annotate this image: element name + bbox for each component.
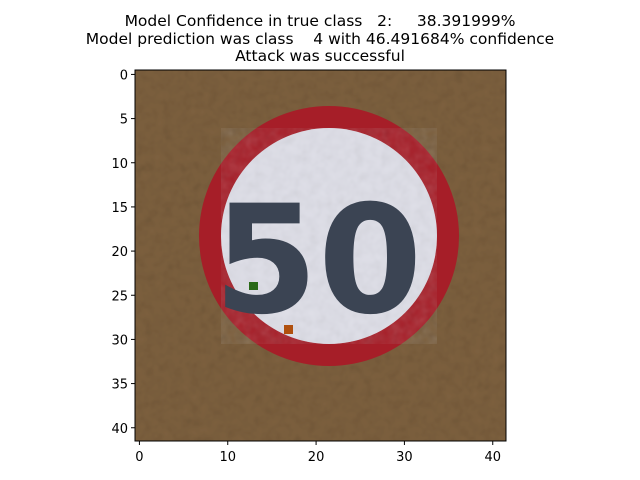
y-tick-label: 5 [120, 113, 128, 128]
y-tick-label: 10 [111, 157, 128, 172]
axes-frame [134, 69, 507, 442]
y-tick-label: 25 [111, 289, 128, 304]
image-area: 50 [135, 70, 506, 441]
sign-interior-texture [221, 128, 437, 344]
y-tick-label: 15 [111, 201, 128, 216]
y-tick-label: 30 [111, 333, 128, 348]
y-tick-label: 20 [111, 245, 128, 260]
x-tick-label: 20 [308, 450, 325, 465]
sign-digits: 50 [214, 174, 423, 348]
y-tick-label: 35 [111, 378, 128, 393]
y-tick-label: 0 [120, 68, 128, 83]
x-tick-label: 10 [219, 450, 236, 465]
x-tick-label: 40 [484, 450, 501, 465]
y-tick-label: 40 [111, 422, 128, 437]
title-line-1: Model Confidence in true class 2: 38.391… [124, 12, 516, 30]
adversarial-pixel-orange [284, 325, 293, 334]
x-tick-label: 0 [135, 450, 143, 465]
title-line-2: Model prediction was class 4 with 46.491… [85, 30, 555, 48]
title-line-3: Attack was successful [235, 47, 405, 65]
adversarial-pixel-green [249, 282, 258, 290]
x-axis: 0 10 20 30 40 [135, 441, 501, 465]
y-axis: 0 5 10 15 20 25 30 35 40 [111, 68, 135, 437]
x-tick-label: 30 [396, 450, 413, 465]
